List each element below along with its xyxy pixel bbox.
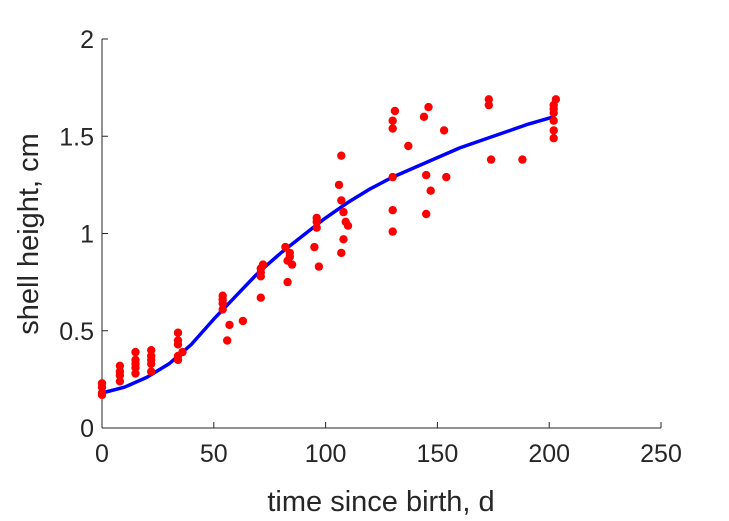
data-point xyxy=(131,369,140,378)
data-point xyxy=(337,248,346,258)
y-tick-label: 2 xyxy=(80,26,94,54)
data-point xyxy=(218,291,227,300)
data-point xyxy=(343,221,353,230)
data-point xyxy=(115,367,125,376)
data-point xyxy=(312,213,321,223)
x-tick-label: 100 xyxy=(305,440,347,468)
data-point xyxy=(422,209,431,219)
data-point xyxy=(283,277,292,287)
data-point xyxy=(390,106,400,116)
data-points xyxy=(97,95,561,400)
data-point xyxy=(281,242,290,252)
data-point xyxy=(97,388,107,398)
data-point xyxy=(131,355,140,365)
data-point xyxy=(518,155,527,164)
data-point xyxy=(312,223,321,232)
data-point xyxy=(486,155,496,164)
tick-labels: 0 50 100 150 200 250 0 0.5 1 1.5 2 xyxy=(59,26,682,468)
data-point xyxy=(388,124,397,133)
data-point xyxy=(115,361,125,370)
data-point xyxy=(484,100,493,110)
data-point xyxy=(178,347,187,357)
x-tick-label: 250 xyxy=(640,440,682,468)
data-point xyxy=(404,141,413,151)
data-point xyxy=(147,351,156,361)
y-tick-label: 0 xyxy=(80,415,94,443)
data-point xyxy=(426,186,435,195)
data-point xyxy=(287,260,297,269)
x-axis-label: time since birth, d xyxy=(267,486,494,518)
x-tick-label: 150 xyxy=(417,440,459,468)
data-point xyxy=(147,346,156,355)
data-point xyxy=(310,242,319,252)
y-tick-label: 0.5 xyxy=(59,318,94,346)
data-point xyxy=(337,151,346,160)
data-point xyxy=(147,367,156,376)
data-point xyxy=(419,112,429,122)
data-point xyxy=(97,379,107,388)
y-axis-label: shell height, cm xyxy=(13,133,45,335)
data-point xyxy=(256,293,265,302)
y-tick-label: 1.5 xyxy=(59,123,94,151)
data-point xyxy=(238,316,248,326)
data-point xyxy=(225,320,234,330)
data-point xyxy=(131,347,140,357)
data-point xyxy=(173,336,183,345)
y-tick-label: 1 xyxy=(80,221,94,249)
data-point xyxy=(442,172,451,182)
data-point xyxy=(484,95,493,104)
data-point xyxy=(173,328,183,337)
x-tick-label: 200 xyxy=(528,440,570,468)
data-point xyxy=(218,305,227,314)
data-point xyxy=(223,336,232,345)
axes xyxy=(101,38,662,429)
data-point xyxy=(334,180,344,190)
data-point xyxy=(337,196,346,205)
x-tick-label: 0 xyxy=(95,440,109,468)
data-point xyxy=(549,134,558,143)
data-point xyxy=(258,260,268,269)
data-point xyxy=(439,126,449,135)
data-point xyxy=(388,227,397,236)
x-tick-label: 50 xyxy=(200,440,228,468)
data-point xyxy=(388,206,397,215)
data-point xyxy=(339,235,348,244)
data-point xyxy=(549,116,558,125)
data-point xyxy=(339,207,348,217)
data-point xyxy=(285,248,294,258)
data-point xyxy=(314,262,324,271)
data-point xyxy=(388,116,397,125)
data-point xyxy=(551,95,561,104)
data-point xyxy=(115,377,125,386)
data-point xyxy=(422,170,431,180)
data-point xyxy=(424,102,433,112)
data-point xyxy=(388,172,397,182)
data-point xyxy=(549,126,558,135)
